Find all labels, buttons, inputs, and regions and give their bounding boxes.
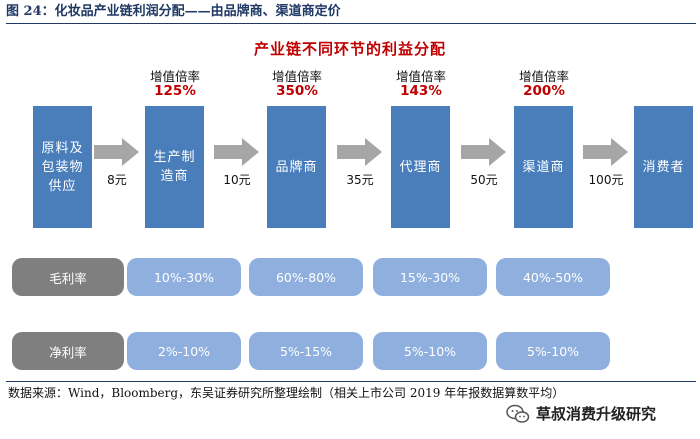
stage-label: 代理商 — [399, 159, 442, 175]
diagram-title: 产业链不同环节的利益分配 — [253, 40, 446, 58]
arrow-right-icon — [583, 138, 628, 166]
markup-label-brand: 增值倍率 — [271, 69, 322, 84]
row-label-text: 净利率 — [49, 344, 87, 360]
value-text: 5%-10% — [526, 343, 580, 359]
value-text: 15%-30% — [399, 269, 461, 285]
price-label: 50元 — [470, 173, 498, 187]
markup-rate-manufacturer: 125% — [154, 83, 196, 99]
stage-consumer: 消费者 — [634, 106, 693, 228]
stage-brand: 品牌商 — [267, 106, 326, 228]
stage-label: 渠道商 — [522, 159, 565, 175]
markup-label-manufacturer: 增值倍率 — [149, 69, 200, 84]
price-label: 10元 — [223, 173, 251, 187]
wechat-icon — [506, 404, 530, 423]
value-text: 5%-15% — [279, 343, 333, 359]
price-label: 8元 — [107, 173, 127, 187]
footer-divider — [6, 381, 696, 382]
gross-margin-brand: 60%-80% — [249, 258, 363, 296]
markup-rate-channel: 200% — [523, 83, 565, 99]
row-label-text: 毛利率 — [49, 270, 87, 286]
net-margin-manufacturer: 2%-10% — [127, 332, 241, 370]
stage-channel: 渠道商 — [514, 106, 573, 228]
data-source: 数据来源：Wind，Bloomberg，东吴证券研究所整理绘制（相关上市公司 2… — [8, 386, 565, 400]
stage-manufacturer: 生产制造商 — [145, 106, 204, 228]
watermark: 草叔消费升级研究 — [506, 403, 656, 424]
markup-label-channel: 增值倍率 — [518, 69, 569, 84]
net-margin-label: 净利率 — [12, 332, 124, 370]
value-text: 60%-80% — [275, 269, 337, 285]
net-margin-channel: 5%-10% — [496, 332, 610, 370]
value-text: 5%-10% — [403, 343, 457, 359]
gross-margin-agent: 15%-30% — [373, 258, 487, 296]
arrow-right-icon — [461, 138, 506, 166]
gross-margin-channel: 40%-50% — [496, 258, 610, 296]
stage-label: 原料及包装物供应 — [41, 140, 84, 194]
value-text: 2%-10% — [157, 343, 211, 359]
figure-title: 图 24：化妆品产业链利润分配——由品牌商、渠道商定价 — [6, 2, 696, 24]
value-text: 10%-30% — [153, 269, 215, 285]
markup-label-agent: 增值倍率 — [395, 69, 446, 84]
stage-label: 品牌商 — [275, 159, 318, 175]
arrow-right-icon — [94, 138, 139, 166]
arrow-right-icon — [337, 138, 382, 166]
stage-agent: 代理商 — [391, 106, 450, 228]
arrow-right-icon — [214, 138, 259, 166]
watermark-text: 草叔消费升级研究 — [536, 405, 657, 423]
net-margin-agent: 5%-10% — [373, 332, 487, 370]
gross-margin-label: 毛利率 — [12, 258, 124, 296]
stage-label: 消费者 — [642, 159, 685, 175]
price-label: 35元 — [346, 173, 374, 187]
stage-label: 生产制造商 — [153, 150, 196, 184]
markup-rate-agent: 143% — [400, 83, 442, 99]
stage-raw-material: 原料及包装物供应 — [33, 106, 92, 228]
markup-rate-brand: 350% — [276, 83, 318, 99]
price-label: 100元 — [588, 173, 624, 187]
net-margin-brand: 5%-15% — [249, 332, 363, 370]
gross-margin-manufacturer: 10%-30% — [127, 258, 241, 296]
value-text: 40%-50% — [522, 269, 584, 285]
